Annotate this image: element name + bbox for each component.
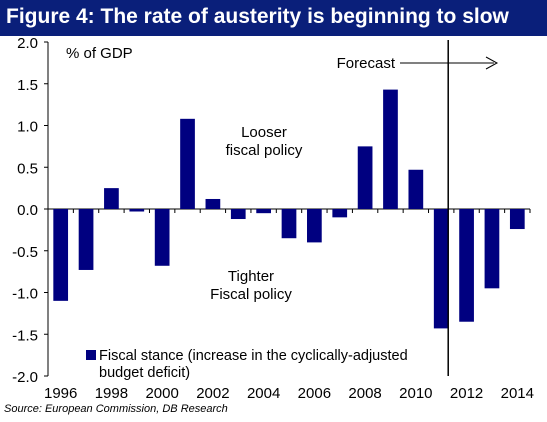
y-tick-label: -0.5 [12,244,38,261]
source-note: Source: European Commission, DB Research [4,403,228,415]
bar [53,209,69,301]
x-tick-label: 2008 [348,385,381,402]
title-bar: Figure 4: The rate of austerity is begin… [0,0,547,36]
bar [408,169,424,209]
bar [154,209,170,266]
x-tick-label: 1996 [44,385,77,402]
bar [484,209,500,289]
y-tick-label: -2.0 [12,369,38,386]
bar [509,209,525,230]
bar [332,209,348,218]
x-tick-label: 2012 [450,385,483,402]
x-tick-label: 2002 [196,385,229,402]
bars [53,89,525,329]
forecast-label: Forecast [337,55,396,72]
bar [78,209,94,270]
x-tick-label: 1998 [95,385,128,402]
x-tick-label: 2000 [145,385,178,402]
chart-title: Figure 4: The rate of austerity is begin… [6,5,509,28]
x-tick-label: 2004 [247,385,280,402]
bar [459,209,474,322]
y-tick-label: -1.5 [12,327,38,344]
bar [307,209,322,243]
bar [129,209,145,212]
forecast-arrow-head [485,56,499,70]
y-tick-label: 1.5 [17,77,38,94]
y-tick-label: 1.0 [17,119,38,136]
bar [180,118,195,209]
looser-label-line2: fiscal policy [226,142,303,159]
bar [281,209,297,239]
legend-label-line1: Fiscal stance (increase in the cyclicall… [99,348,408,364]
bar [104,188,119,209]
bar [383,89,398,209]
bar [433,209,449,329]
x-tick-label: 2006 [298,385,331,402]
x-tick-label: 2014 [501,385,534,402]
bar [357,146,373,209]
legend-label-line2: budget deficit) [99,365,190,381]
x-tick-label: 2010 [399,385,432,402]
y-tick-label: -1.0 [12,286,38,303]
looser-label-line1: Looser [241,124,287,141]
y-tick-label: 0.5 [17,160,38,177]
tighter-label-line1: Tighter [228,268,274,285]
y-tick-label: 2.0 [17,35,38,52]
tighter-label-line2: Fiscal policy [210,286,292,303]
y-tick-label: 0.0 [17,202,38,219]
bar [205,198,221,209]
legend-swatch [86,350,96,360]
bar [230,209,246,220]
bar [256,209,271,214]
y-axis-label: % of GDP [66,45,133,62]
